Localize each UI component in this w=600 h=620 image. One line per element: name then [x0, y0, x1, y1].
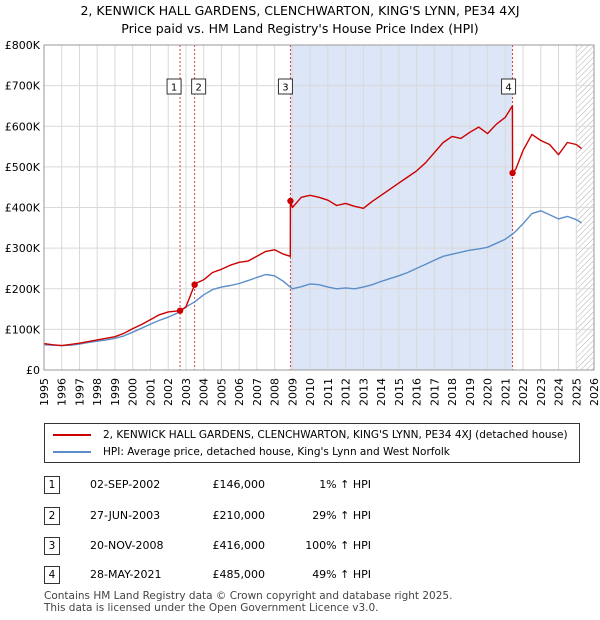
x-tick-label: 1997 [73, 378, 86, 406]
footer-licence: This data is licensed under the Open Gov… [44, 602, 379, 614]
x-tick-label: 2016 [411, 378, 424, 406]
price-paid-line [43, 105, 583, 347]
chart-title: 2, KENWICK HALL GARDENS, CLENCHWARTON, K… [0, 2, 600, 38]
table-row: 3 20-NOV-2008 £416,000 100% ↑ HPI [0, 537, 600, 555]
y-axis-ticks: £0 £100K £200K £300K £400K £500K £600K £700K £80… [5, 39, 41, 377]
y-tick-label: £100K [5, 323, 41, 336]
sale-label-text: 4 [505, 83, 511, 94]
sale-label-box [277, 78, 293, 95]
legend-label-hpi: HPI: Average price, detached house, King… [103, 446, 450, 458]
x-tick-label: 2000 [127, 378, 140, 406]
sale-label-text: 3 [282, 83, 288, 94]
x-tick-label: 2022 [517, 378, 530, 406]
table-row: 2 27-JUN-2003 £210,000 29% ↑ HPI [0, 507, 600, 525]
row-date: 27-JUN-2003 [90, 509, 161, 522]
row-price: £210,000 [212, 509, 266, 522]
x-tick-label: 2003 [180, 378, 193, 406]
x-tick-label: 2025 [570, 378, 583, 406]
legend: 2, KENWICK HALL GARDENS, CLENCHWARTON, K… [44, 423, 580, 463]
x-tick-label: 2006 [233, 378, 246, 406]
footer: Contains HM Land Registry data © Crown c… [44, 590, 452, 614]
x-tick-label: 2021 [499, 378, 512, 406]
sale-label-box [191, 78, 207, 95]
x-tick-label: 1995 [38, 378, 51, 406]
legend-swatch-hpi [53, 451, 91, 453]
row-price: £416,000 [212, 539, 266, 552]
title-line-1: 2, KENWICK HALL GARDENS, CLENCHWARTON, K… [80, 3, 520, 18]
y-tick-label: £300K [5, 242, 41, 255]
x-tick-label: 2014 [375, 378, 388, 406]
x-tick-label: 2004 [198, 378, 211, 406]
footer-copyright: Contains HM Land Registry data © Crown c… [44, 590, 453, 602]
x-tick-label: 2024 [553, 378, 566, 406]
x-tick-label: 2026 [588, 378, 600, 406]
row-date: 20-NOV-2008 [90, 539, 164, 552]
series-lines [43, 105, 583, 347]
legend-swatch-price [53, 434, 91, 436]
x-tick-label: 2008 [269, 378, 282, 406]
row-number-badge: 4 [44, 566, 60, 584]
x-tick-label: 2020 [482, 378, 495, 406]
y-tick-label: £700K [5, 80, 41, 93]
row-date: 02-SEP-2002 [90, 478, 161, 491]
y-tick-label: £400K [5, 202, 41, 215]
x-tick-label: 1996 [56, 378, 69, 406]
x-tick-label: 2012 [340, 378, 353, 406]
y-tick-label: £500K [5, 161, 41, 174]
x-tick-label: 2010 [304, 378, 317, 406]
plot-frame [43, 44, 595, 371]
y-tick-label: £200K [5, 283, 41, 296]
hpi-line [43, 210, 582, 347]
x-tick-label: 2001 [144, 378, 157, 406]
sale-label-text: 2 [195, 83, 201, 94]
sale-point [509, 169, 516, 177]
row-date: 28-MAY-2021 [90, 568, 162, 581]
row-number-badge: 3 [44, 537, 60, 555]
legend-label-price: 2, KENWICK HALL GARDENS, CLENCHWARTON, K… [103, 429, 568, 441]
y-tick-label: £800K [5, 39, 41, 52]
row-number-badge: 2 [44, 507, 60, 525]
sale-labels: 1 2 3 4 [166, 78, 517, 95]
x-tick-label: 2015 [393, 378, 406, 406]
x-tick-label: 2009 [286, 378, 299, 406]
table-row: 1 02-SEP-2002 £146,000 1% ↑ HPI [0, 476, 600, 494]
row-hpi-change: 100% ↑ HPI [305, 539, 371, 552]
x-tick-label: 2023 [535, 378, 548, 406]
price-chart: 1 2 3 4 £0 £100K £200K £300K £400K £500K £600K £70… [5, 39, 600, 406]
x-tick-label: 2013 [357, 378, 370, 406]
sale-label-box [501, 78, 517, 95]
x-tick-label: 2011 [322, 378, 335, 406]
row-hpi-change: 29% ↑ HPI [312, 509, 371, 522]
row-number-badge: 1 [44, 476, 60, 494]
x-tick-label: 2019 [464, 378, 477, 406]
table-row: 4 28-MAY-2021 £485,000 49% ↑ HPI [0, 566, 600, 584]
x-tick-label: 2018 [446, 378, 459, 406]
x-tick-label: 1998 [91, 378, 104, 406]
x-tick-label: 2005 [215, 378, 228, 406]
title-line-2: Price paid vs. HM Land Registry's House … [121, 21, 479, 36]
x-tick-label: 2002 [162, 378, 175, 406]
y-tick-label: £0 [26, 364, 40, 377]
row-hpi-change: 1% ↑ HPI [319, 478, 371, 491]
row-price: £485,000 [212, 568, 266, 581]
sale-points [176, 169, 516, 314]
x-tick-label: 2017 [428, 378, 441, 406]
sale-point [191, 281, 198, 288]
y-tick-label: £600K [5, 120, 41, 133]
sale-point [176, 307, 184, 314]
x-tick-label: 1999 [109, 378, 122, 406]
x-axis-ticks: 1995 1996 1997 1998 1999 2000 2001 2002 2003 2004… [38, 378, 600, 406]
row-price: £146,000 [212, 478, 266, 491]
sale-point [287, 197, 294, 205]
row-hpi-change: 49% ↑ HPI [312, 568, 371, 581]
sale-label-text: 1 [171, 83, 177, 94]
sale-label-box [166, 78, 182, 95]
x-tick-label: 2007 [251, 378, 264, 406]
